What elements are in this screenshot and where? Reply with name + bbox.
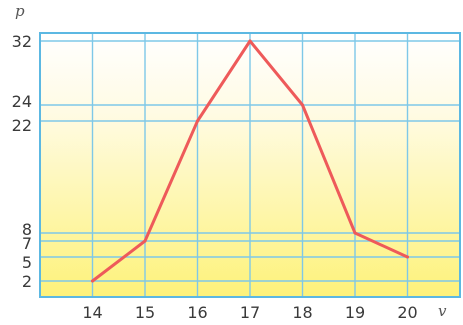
x-tick-labels: 14 15 16 17 18 19 20 <box>82 303 417 322</box>
y-tick-label-22: 22 <box>12 116 32 135</box>
data-point-16 <box>196 119 199 123</box>
x-tick-label-17: 17 <box>240 303 260 321</box>
plot-frame <box>39 32 461 298</box>
y-tick-label-24: 24 <box>12 92 32 111</box>
x-tick-label-20: 20 <box>397 303 417 321</box>
data-point-14 <box>91 279 94 283</box>
x-tick-label-14: 14 <box>82 303 102 321</box>
y-tick-label-2: 2 <box>22 272 32 291</box>
data-point-20 <box>406 255 409 259</box>
y-tick-label-7: 7 <box>22 234 32 253</box>
data-point-17 <box>248 39 252 43</box>
y-tick-label-5: 5 <box>22 253 32 272</box>
y-tick-label-8: 8 <box>22 220 32 239</box>
x-axis-name: v <box>438 302 447 320</box>
y-tick-label-32: 32 <box>12 32 32 51</box>
series <box>91 39 409 283</box>
y-axis-name: p <box>15 2 25 20</box>
x-tick-label-16: 16 <box>187 303 207 321</box>
data-point-19 <box>353 231 357 235</box>
x-tick-label-19: 19 <box>345 303 365 321</box>
data-point-15 <box>143 239 147 243</box>
x-tick-label-15: 15 <box>135 303 155 321</box>
x-tick-label-18: 18 <box>292 303 312 321</box>
data-point-18 <box>301 103 304 107</box>
